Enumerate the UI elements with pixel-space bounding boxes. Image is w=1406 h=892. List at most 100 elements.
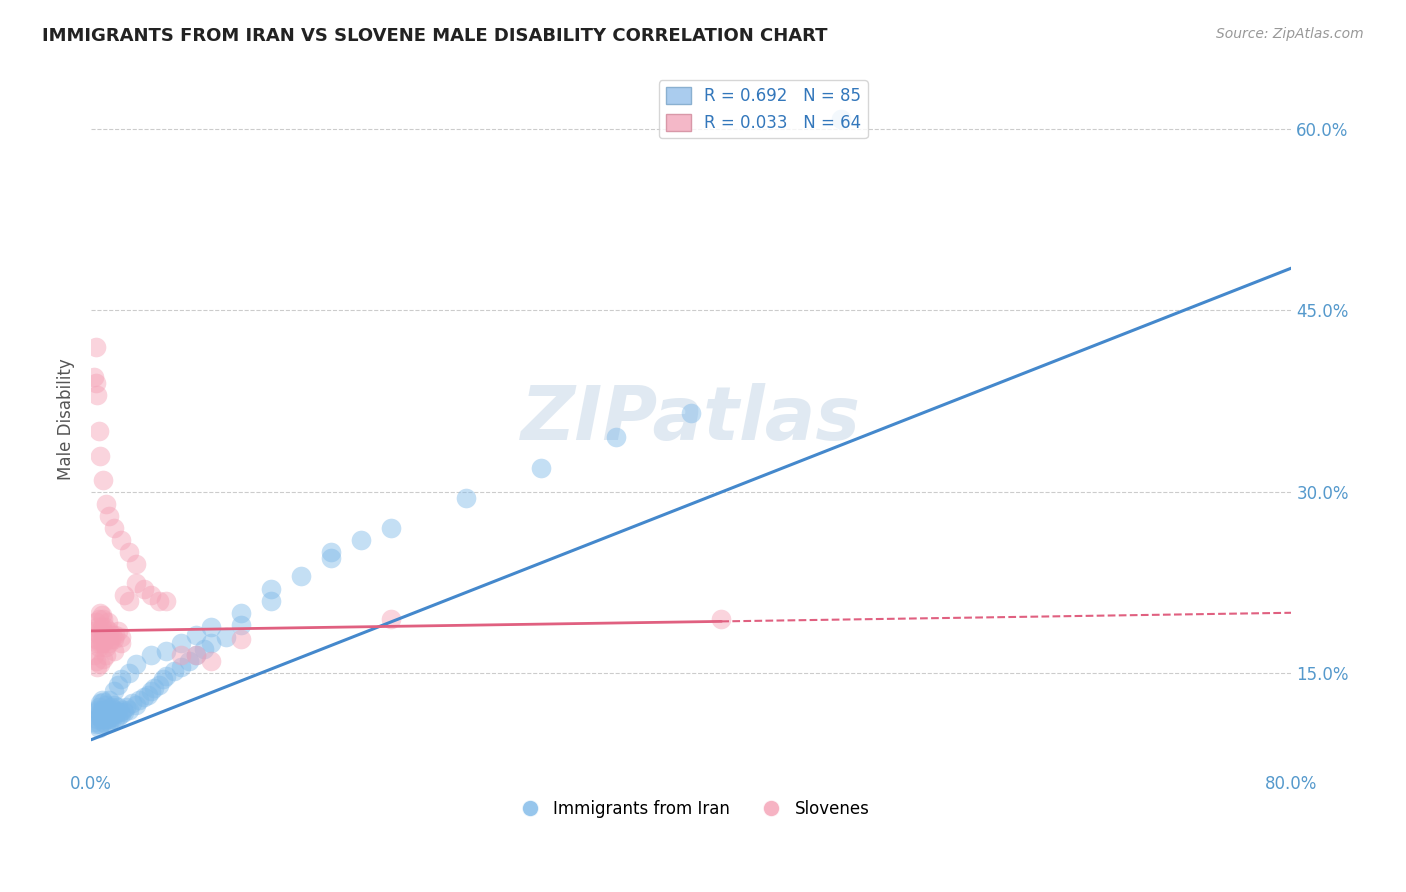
Point: [91, 695, 114, 709]
Point: [141, 588, 163, 602]
Point: [260, 593, 283, 607]
Point: [90, 712, 112, 726]
Point: [90, 636, 112, 650]
Point: [90, 693, 112, 707]
Point: [91, 624, 114, 638]
Point: [152, 673, 174, 687]
Point: [97, 615, 120, 630]
Point: [215, 630, 238, 644]
Point: [141, 684, 163, 698]
Point: [107, 624, 129, 638]
Text: ZIPatlas: ZIPatlas: [522, 383, 862, 456]
Point: [86, 620, 108, 634]
Point: [111, 702, 134, 716]
Point: [93, 702, 115, 716]
Point: [136, 688, 159, 702]
Point: [98, 693, 121, 707]
Point: [84, 615, 107, 630]
Point: [290, 569, 312, 583]
Point: [83, 370, 105, 384]
Point: [380, 612, 402, 626]
Point: [121, 697, 143, 711]
Point: [86, 636, 108, 650]
Point: [96, 497, 118, 511]
Point: [103, 698, 125, 712]
Point: [91, 473, 114, 487]
Point: [143, 681, 166, 695]
Point: [98, 705, 121, 719]
Point: [103, 644, 125, 658]
Point: [110, 533, 132, 548]
Point: [132, 582, 155, 596]
Point: [90, 608, 112, 623]
Point: [98, 636, 121, 650]
Text: IMMIGRANTS FROM IRAN VS SLOVENE MALE DISABILITY CORRELATION CHART: IMMIGRANTS FROM IRAN VS SLOVENE MALE DIS…: [42, 27, 828, 45]
Point: [87, 721, 110, 735]
Point: [605, 430, 627, 444]
Point: [260, 582, 283, 596]
Point: [118, 702, 141, 716]
Point: [90, 620, 112, 634]
Point: [710, 612, 733, 626]
Point: [84, 717, 107, 731]
Point: [96, 640, 118, 654]
Point: [200, 636, 222, 650]
Point: [87, 708, 110, 723]
Point: [200, 654, 222, 668]
Point: [170, 660, 193, 674]
Point: [100, 632, 122, 647]
Point: [193, 642, 215, 657]
Point: [108, 705, 131, 719]
Point: [83, 714, 105, 729]
Point: [91, 612, 114, 626]
Point: [155, 593, 177, 607]
Point: [141, 648, 163, 662]
Point: [114, 700, 136, 714]
Point: [125, 558, 148, 572]
Point: [110, 630, 132, 644]
Point: [101, 702, 124, 716]
Point: [89, 449, 111, 463]
Point: [87, 640, 110, 654]
Point: [86, 702, 108, 716]
Point: [186, 648, 208, 662]
Point: [107, 678, 129, 692]
Point: [87, 700, 110, 714]
Point: [107, 710, 129, 724]
Point: [84, 705, 107, 719]
Point: [103, 521, 125, 535]
Point: [93, 712, 115, 726]
Point: [112, 705, 135, 719]
Point: [89, 697, 111, 711]
Point: [681, 406, 703, 420]
Point: [118, 545, 141, 559]
Point: [89, 624, 111, 638]
Point: [112, 588, 135, 602]
Point: [186, 627, 208, 641]
Point: [96, 627, 118, 641]
Point: [90, 702, 112, 716]
Text: Source: ZipAtlas.com: Source: ZipAtlas.com: [1216, 27, 1364, 41]
Point: [163, 664, 186, 678]
Point: [91, 714, 114, 729]
Point: [91, 705, 114, 719]
Point: [170, 648, 193, 662]
Point: [87, 425, 110, 439]
Point: [107, 700, 129, 714]
Point: [84, 340, 107, 354]
Point: [118, 666, 141, 681]
Point: [231, 606, 253, 620]
Point: [96, 698, 118, 712]
Point: [84, 632, 107, 647]
Point: [103, 632, 125, 647]
Point: [118, 593, 141, 607]
Point: [231, 632, 253, 647]
Point: [101, 712, 124, 726]
Point: [148, 593, 170, 607]
Point: [89, 636, 111, 650]
Point: [110, 707, 132, 722]
Point: [125, 657, 148, 671]
Point: [91, 636, 114, 650]
Point: [321, 545, 343, 559]
Point: [98, 714, 121, 729]
